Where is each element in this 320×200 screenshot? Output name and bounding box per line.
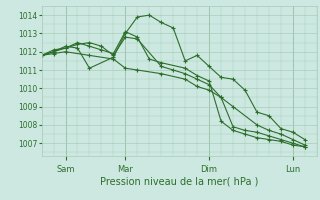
X-axis label: Pression niveau de la mer( hPa ): Pression niveau de la mer( hPa ) [100,177,258,187]
